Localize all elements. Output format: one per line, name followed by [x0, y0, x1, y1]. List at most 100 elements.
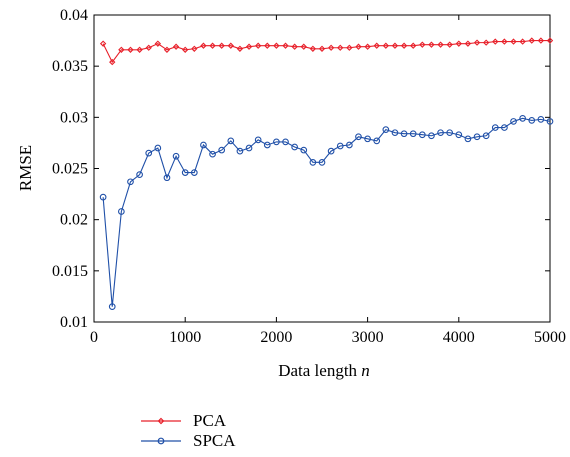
data-point-pca — [227, 42, 234, 49]
data-point-spca — [236, 147, 244, 155]
data-point-spca — [437, 129, 444, 137]
data-point-spca — [455, 131, 463, 139]
data-point-spca — [537, 116, 545, 123]
data-point-pca — [391, 42, 399, 49]
y-tick-label: 0.035 — [52, 58, 88, 75]
legend-item-spca: SPCA — [141, 431, 236, 450]
data-point-spca — [473, 133, 481, 141]
data-point-spca — [309, 159, 317, 166]
data-point-pca — [546, 37, 554, 44]
data-point-spca — [218, 146, 226, 154]
data-point-pca — [410, 42, 417, 49]
y-tick-label: 0.01 — [60, 314, 88, 331]
data-point-spca — [172, 152, 180, 160]
y-tick-label: 0.03 — [60, 109, 88, 126]
data-point-pca — [510, 38, 517, 45]
data-point-pca — [355, 43, 362, 50]
data-point-pca — [464, 40, 472, 47]
data-point-spca — [108, 303, 116, 311]
data-point-pca — [337, 44, 344, 51]
data-point-spca — [273, 138, 280, 146]
data-point-pca — [282, 42, 289, 49]
legend-label-pca: PCA — [193, 411, 227, 430]
data-point-pca — [99, 40, 107, 47]
data-point-pca — [254, 42, 262, 49]
data-point-pca — [245, 43, 253, 50]
data-point-spca — [346, 141, 353, 149]
data-point-pca — [364, 43, 371, 50]
data-point-spca — [227, 137, 235, 145]
x-tick-label: 5000 — [534, 329, 566, 346]
data-point-spca — [190, 169, 198, 176]
data-point-spca — [163, 174, 171, 182]
y-tick-label: 0.04 — [60, 7, 88, 24]
data-point-spca — [282, 138, 289, 146]
data-point-spca — [382, 126, 390, 133]
data-point-pca — [209, 42, 216, 49]
data-point-pca — [537, 37, 545, 44]
data-point-pca — [172, 43, 180, 50]
data-point-pca — [200, 42, 207, 49]
data-point-pca — [382, 42, 390, 49]
data-point-spca — [491, 124, 499, 131]
legend: PCA SPCA — [141, 411, 236, 450]
data-point-spca — [145, 149, 153, 157]
plot-frame — [93, 14, 551, 323]
data-point-pca — [373, 42, 380, 49]
data-point-pca — [191, 45, 198, 52]
data-point-pca — [273, 42, 280, 49]
data-point-spca — [336, 142, 344, 150]
data-point-pca — [501, 38, 508, 45]
data-point-spca — [254, 136, 262, 144]
data-point-pca — [327, 44, 335, 51]
x-tick-label: 0 — [90, 329, 98, 346]
axis-ticks: 0 1000 2000 3000 4000 5000 0.01 0.015 0.02 0.025 0… — [52, 7, 566, 346]
data-point-spca — [501, 124, 508, 131]
y-tick-label: 0.02 — [60, 212, 88, 229]
data-point-pca — [446, 41, 453, 48]
data-point-spca — [373, 137, 381, 145]
data-point-spca — [327, 147, 335, 155]
data-point-pca — [291, 43, 298, 50]
data-point-pca — [264, 42, 271, 49]
data-point-spca — [418, 131, 426, 139]
legend-marker-spca — [157, 437, 165, 445]
data-point-spca — [291, 143, 298, 151]
data-point-spca — [99, 193, 107, 201]
data-point-pca — [145, 44, 152, 51]
data-point-pca — [182, 46, 189, 53]
x-tick-label: 2000 — [260, 329, 292, 346]
series-pca — [99, 37, 554, 66]
data-point-spca — [510, 118, 517, 125]
data-point-spca — [364, 135, 371, 143]
data-point-spca — [127, 178, 134, 186]
y-tick-label: 0.025 — [52, 161, 88, 178]
data-point-pca — [428, 41, 435, 48]
data-point-pca — [346, 44, 353, 51]
legend-item-pca: PCA — [141, 411, 227, 430]
data-point-spca — [546, 118, 554, 125]
data-point-pca — [136, 46, 143, 53]
data-point-spca — [154, 144, 162, 152]
legend-label-spca: SPCA — [193, 431, 236, 450]
data-point-spca — [300, 146, 308, 154]
data-point-pca — [437, 41, 444, 48]
data-point-pca — [473, 39, 481, 46]
data-point-spca — [464, 135, 472, 143]
data-point-pca — [309, 45, 317, 52]
data-point-pca — [492, 38, 499, 45]
series-spca — [99, 115, 554, 311]
data-point-pca — [419, 41, 426, 48]
data-point-spca — [446, 129, 454, 137]
data-point-pca — [109, 58, 116, 66]
y-axis-label: RMSE — [16, 145, 35, 191]
data-point-pca — [118, 46, 125, 53]
legend-marker-pca — [157, 417, 165, 425]
data-point-spca — [136, 171, 143, 178]
y-tick-label: 0.015 — [52, 263, 88, 280]
data-point-pca — [318, 45, 326, 52]
data-point-spca — [318, 159, 326, 166]
data-point-pca — [455, 40, 462, 47]
data-point-pca — [300, 43, 307, 50]
data-point-pca — [163, 46, 171, 53]
